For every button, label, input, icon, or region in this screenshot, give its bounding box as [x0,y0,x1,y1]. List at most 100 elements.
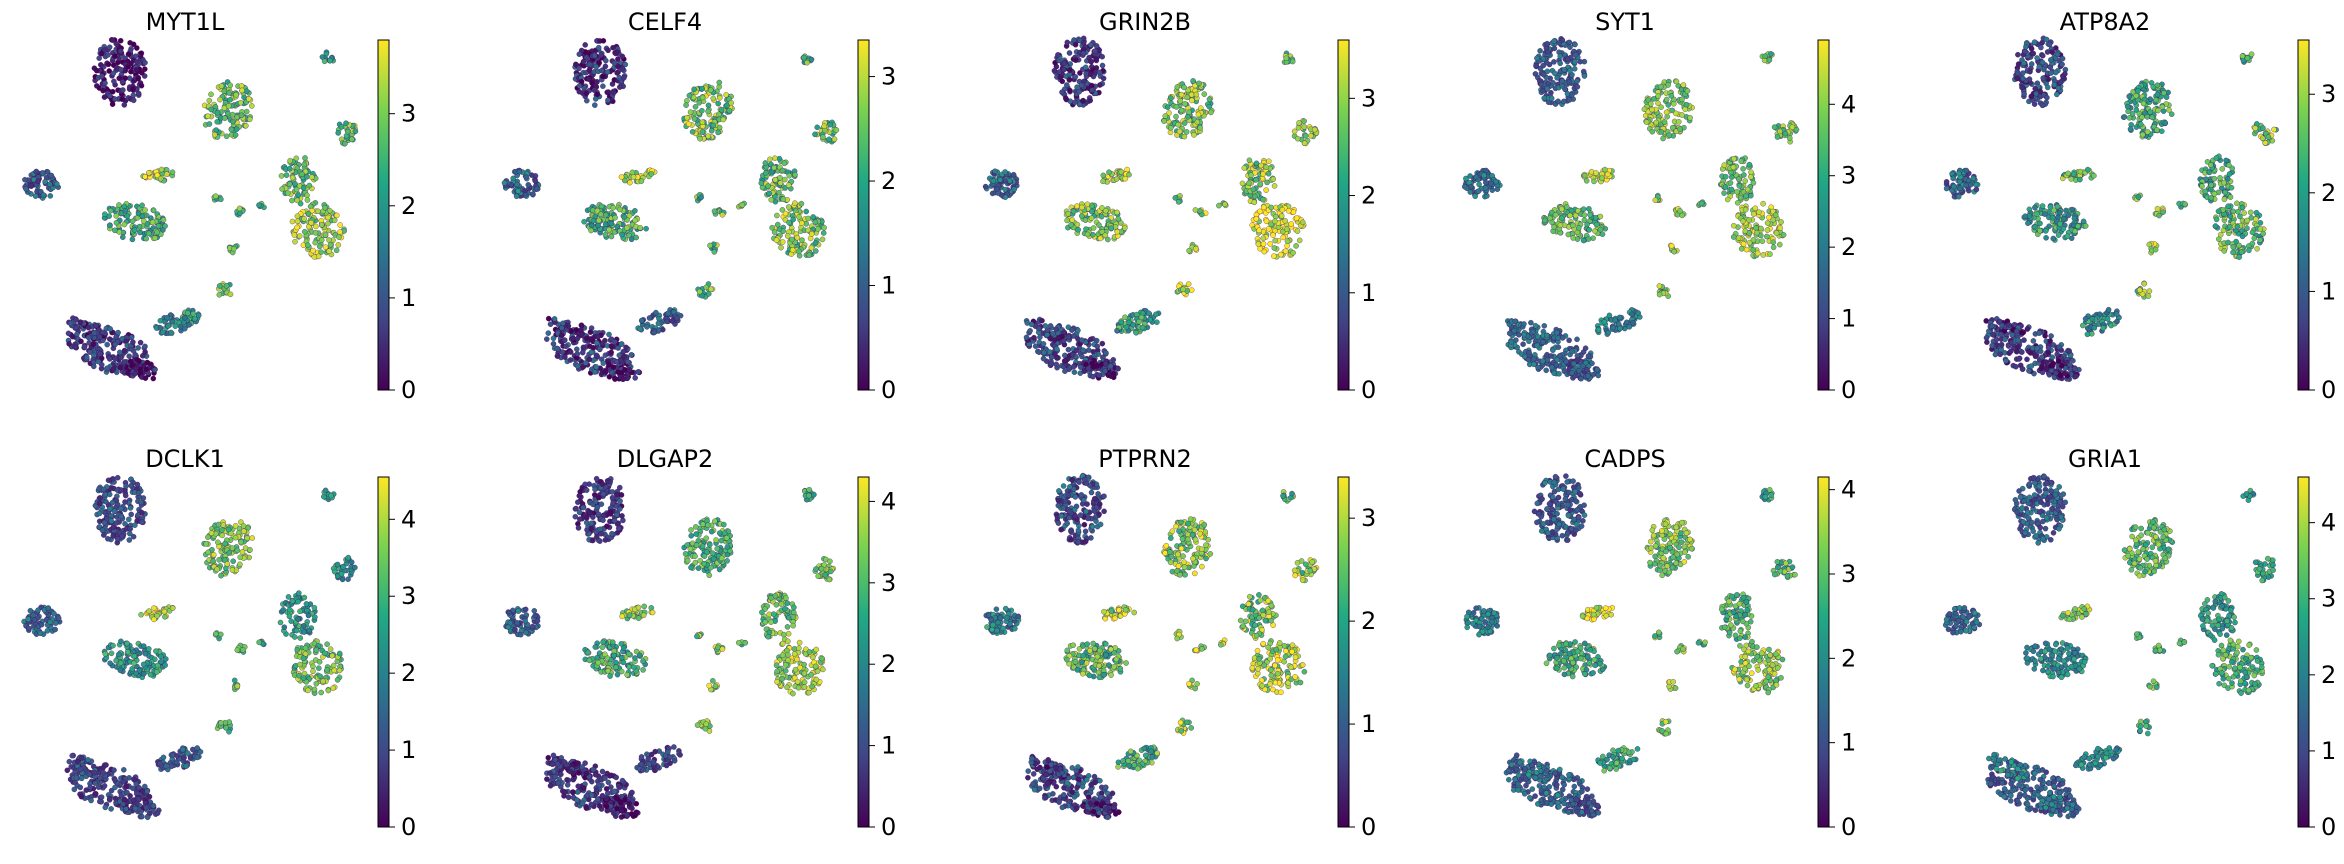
cell-point [587,336,592,341]
cell-point [1175,84,1180,89]
cell-point [2044,37,2049,42]
cell-point [1182,121,1187,126]
cell-point [1729,187,1734,192]
cell-point [29,183,34,188]
cell-point [1097,373,1102,378]
cell-point [2047,42,2052,47]
cell-point [772,165,777,170]
cell-point [1507,331,1512,336]
cell-point [1279,213,1284,218]
cell-point [594,79,599,84]
cell-point [1468,184,1473,189]
cell-point [1751,212,1756,217]
cell-point [618,358,623,363]
cell-point [1534,56,1539,61]
cell-point [107,223,112,228]
cell-point [1031,335,1036,340]
cell-point [606,48,611,53]
cell-point [799,238,804,243]
cell-point [2015,71,2020,76]
cell-point [1284,227,1289,232]
cell-point [729,100,734,105]
colorbar-tick-label: 2 [881,167,896,195]
cell-point [1079,205,1084,210]
cell-point [636,369,641,374]
cell-point [1024,335,1029,340]
cell-point [589,80,594,85]
cell-point [325,215,330,220]
cell-point [161,217,166,222]
cell-point [1191,132,1196,137]
cell-point [1007,178,1012,183]
cell-point [1582,73,1587,78]
cell-point [1074,204,1079,209]
cell-point [724,92,729,97]
cell-point [138,370,143,375]
cell-point [1261,205,1266,210]
cell-point [1602,167,1607,172]
cell-point [1569,208,1574,213]
cell-point [313,240,318,245]
cell-point [256,203,261,208]
cell-point [1266,159,1271,164]
cell-point [230,112,235,117]
cell-point [2056,86,2061,91]
cell-point [568,349,573,354]
cell-point [2069,176,2074,181]
colorbar-tick-label: 3 [401,100,416,128]
cell-point [1168,125,1173,130]
cell-point [575,364,580,369]
scatter-points [983,36,1319,381]
cell-point [603,232,608,237]
cell-point [533,178,538,183]
cell-point [91,364,96,369]
cell-point [1764,234,1769,239]
cell-point [1095,363,1100,368]
cell-point [1058,75,1063,80]
cell-point [2134,93,2139,98]
cell-point [1531,356,1536,361]
cell-point [1748,174,1753,179]
cell-point [1193,246,1198,251]
cell-point [2153,97,2158,102]
cell-point [1271,233,1276,238]
cell-point [49,173,54,178]
cell-point [1186,110,1191,115]
cell-point [1771,217,1776,222]
cell-point [1076,227,1081,232]
cell-point [1544,333,1549,338]
cell-point [1163,113,1168,118]
cell-point [632,218,637,223]
cell-point [1474,174,1479,179]
cell-point [2040,60,2045,65]
cell-point [2045,85,2050,90]
cell-point [786,183,791,188]
cell-point [1468,173,1473,178]
cell-point [2023,44,2028,49]
cell-point [144,367,149,372]
cell-point [1119,320,1124,325]
cell-point [1731,156,1736,161]
cell-point [1291,210,1296,215]
cell-point [218,197,223,202]
cell-point [530,191,535,196]
cell-point [67,341,72,346]
cell-point [670,318,675,323]
cell-point [122,102,127,107]
cell-point [185,311,190,316]
cell-point [1303,133,1308,138]
cell-point [106,62,111,67]
cell-point [807,253,812,258]
cell-point [1748,193,1753,198]
cell-point [1748,170,1753,175]
cell-point [334,248,339,253]
cell-point [782,161,787,166]
cell-point [139,83,144,88]
cell-point [117,350,122,355]
cell-point [617,85,622,90]
cell-point [616,345,621,350]
cell-point [1565,57,1570,62]
cell-point [1222,202,1227,207]
